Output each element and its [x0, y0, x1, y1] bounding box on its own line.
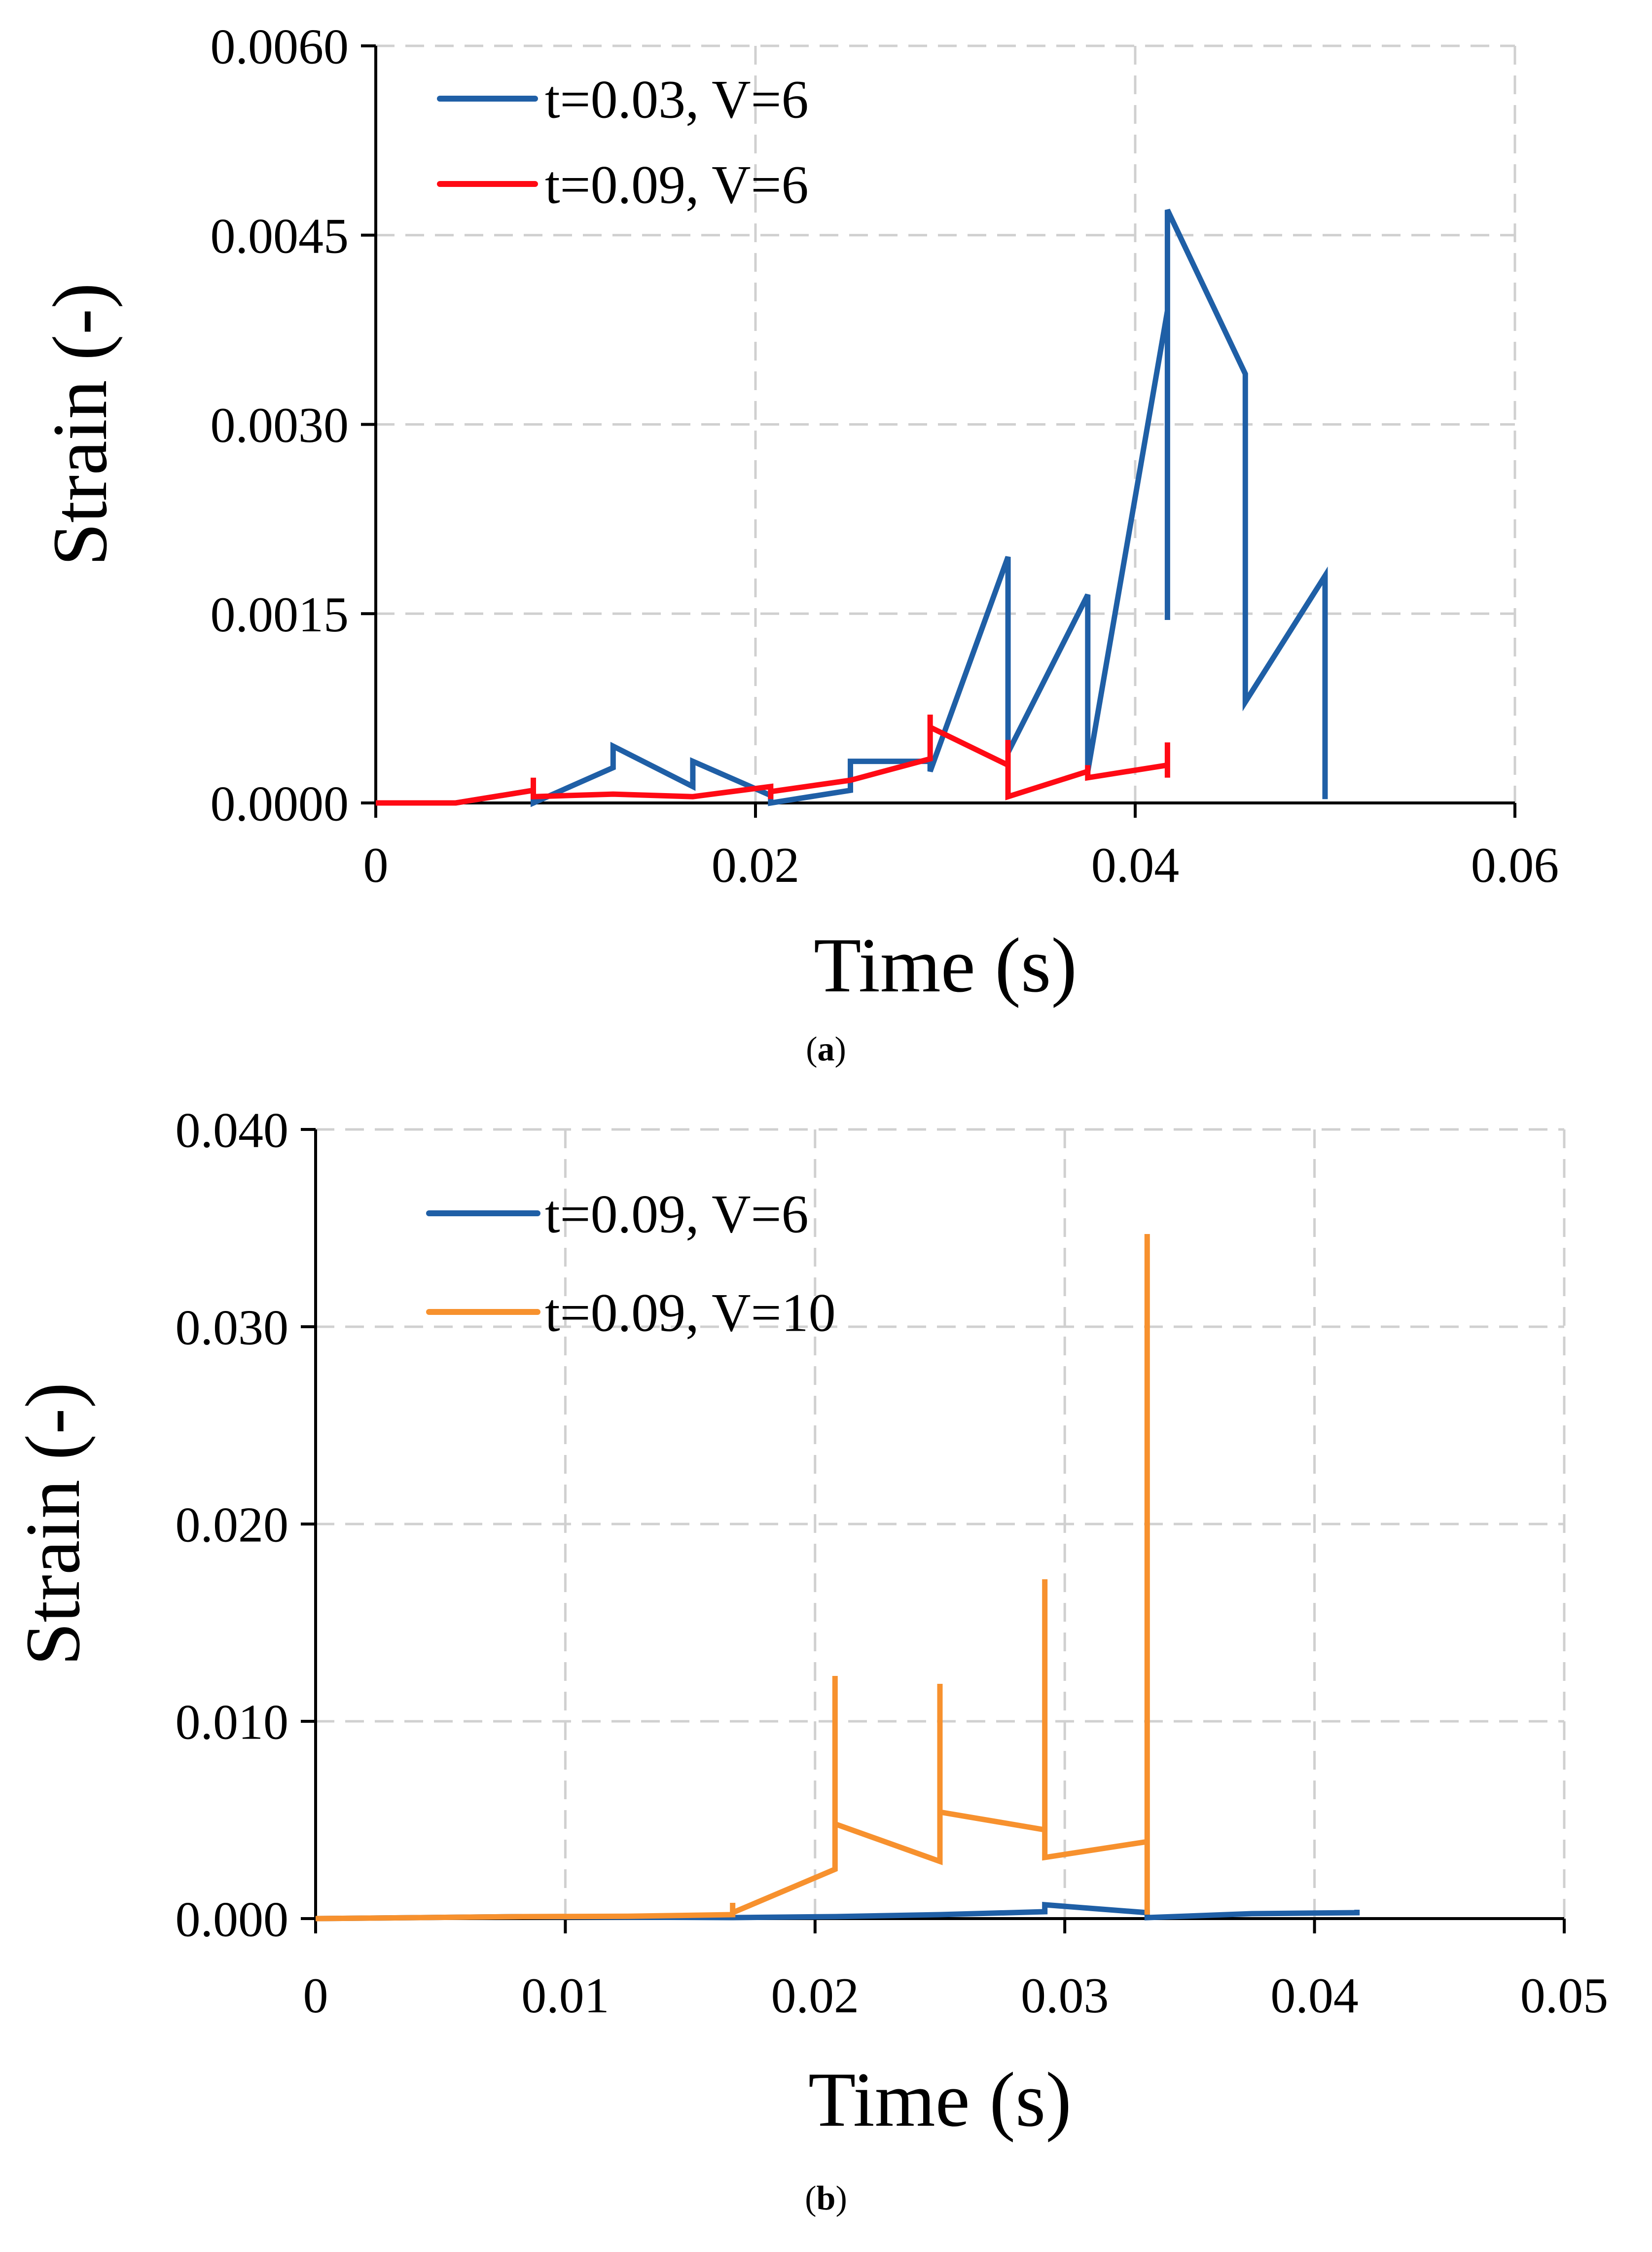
series-line-1 — [376, 209, 1328, 807]
series-line-2 — [315, 1234, 1150, 1922]
y-tick-label: 0.0060 — [211, 19, 349, 75]
caption-open-paren: ( — [805, 2179, 816, 2217]
series-line-2 — [376, 714, 1170, 806]
y-tick-label: 0.0000 — [211, 776, 349, 832]
legend-label-2: t=0.09, V=6 — [545, 155, 809, 215]
x-tick-label: 0.05 — [1520, 1968, 1609, 2024]
caption-close-paren: ) — [835, 2179, 847, 2217]
y-tick-label: 0.0045 — [211, 208, 349, 264]
x-axis-title: Time (s) — [808, 2057, 1072, 2143]
caption-close-paren: ) — [835, 1030, 846, 1068]
chart-a: 0.0000 0.0015 0.0030 0.0045 0.0060 0 0.02 0.04 0… — [37, 19, 1559, 1068]
x-tick-label: 0 — [303, 1968, 328, 2024]
y-tick-label: 0.0015 — [211, 587, 349, 643]
x-tick-label: 0.03 — [1021, 1968, 1109, 2024]
x-tick-label: 0.06 — [1471, 837, 1559, 893]
legend-label-2: t=0.09, V=10 — [545, 1283, 836, 1343]
y-axis-title: Strain (-) — [10, 1382, 96, 1666]
caption-letter: b — [817, 2179, 836, 2217]
chart-b: 0.000 0.010 0.020 0.030 0.040 0 0.01 0.02 0.03 0.… — [10, 1103, 1608, 2217]
legend-label-1: t=0.09, V=6 — [545, 1184, 809, 1244]
y-tick-label: 0.000 — [176, 1892, 289, 1948]
x-tick-label: 0.01 — [521, 1968, 610, 2024]
x-axis-title: Time (s) — [814, 922, 1077, 1009]
panel-caption: (a) — [806, 1030, 846, 1068]
y-tick-label: 0.020 — [176, 1497, 289, 1553]
y-tick-label: 0.030 — [176, 1300, 289, 1356]
x-tick-label: 0 — [363, 837, 389, 893]
x-tick-label: 0.04 — [1091, 837, 1180, 893]
panel-caption: (b) — [805, 2179, 847, 2217]
y-tick-label: 0.010 — [176, 1695, 289, 1750]
y-tick-label: 0.040 — [176, 1103, 289, 1159]
y-axis-title: Strain (-) — [37, 283, 123, 566]
x-tick-label: 0.04 — [1270, 1968, 1359, 2024]
x-tick-label: 0.02 — [712, 837, 800, 893]
x-tick-label: 0.02 — [771, 1968, 860, 2024]
caption-letter: a — [818, 1030, 835, 1068]
caption-open-paren: ( — [806, 1030, 817, 1068]
legend-label-1: t=0.03, V=6 — [545, 70, 809, 130]
y-tick-label: 0.0030 — [211, 398, 349, 453]
